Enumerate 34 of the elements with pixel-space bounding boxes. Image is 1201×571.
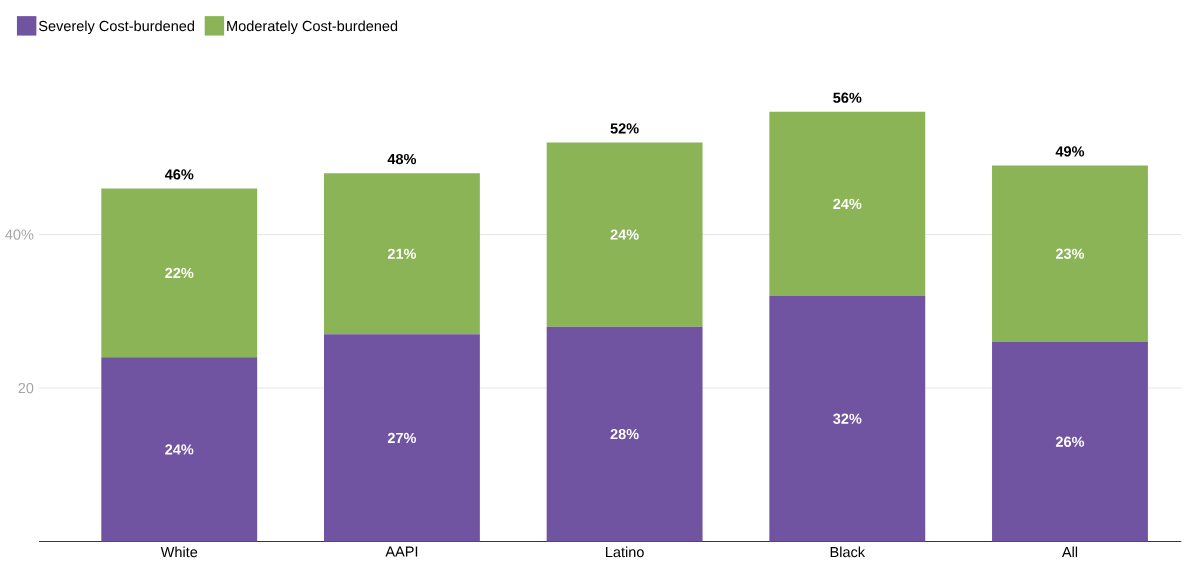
bar — [769, 296, 926, 542]
data-label: 24% — [165, 444, 194, 455]
x-tick-label: AAPI — [385, 546, 418, 557]
bar — [992, 342, 1148, 542]
x-tick-label: All — [1061, 546, 1078, 558]
bar — [769, 111, 926, 297]
legend-label: Severely Cost-burdened — [38, 20, 194, 35]
x-tick-label: Latino — [606, 546, 644, 558]
x-tick-label: Black — [830, 546, 866, 558]
data-label: 28% — [610, 429, 639, 440]
data-label: 24% — [610, 229, 639, 240]
bar — [546, 142, 703, 327]
bar — [101, 188, 258, 358]
data-label: 24% — [833, 198, 862, 210]
legend-label: Moderately Cost-burdened — [227, 20, 398, 35]
bar — [992, 165, 1148, 343]
bar — [324, 334, 480, 542]
total-label: 49% — [1055, 146, 1085, 157]
x-tick-label: White — [160, 546, 198, 558]
total-label: 46% — [164, 169, 194, 180]
data-label: 27% — [387, 432, 417, 444]
bar — [101, 357, 258, 542]
total-label: 52% — [610, 123, 639, 134]
data-label: 26% — [1055, 436, 1085, 448]
bar — [546, 326, 703, 542]
data-label: 32% — [833, 413, 862, 425]
y-tick-label: 40% — [5, 229, 34, 240]
data-label: 22% — [165, 267, 194, 279]
data-label: 21% — [387, 248, 417, 260]
y-tick-label: 20 — [18, 383, 34, 394]
bar — [324, 173, 480, 335]
data-label: 23% — [1055, 248, 1085, 260]
total-label: 56% — [833, 92, 862, 104]
total-label: 48% — [387, 154, 417, 165]
